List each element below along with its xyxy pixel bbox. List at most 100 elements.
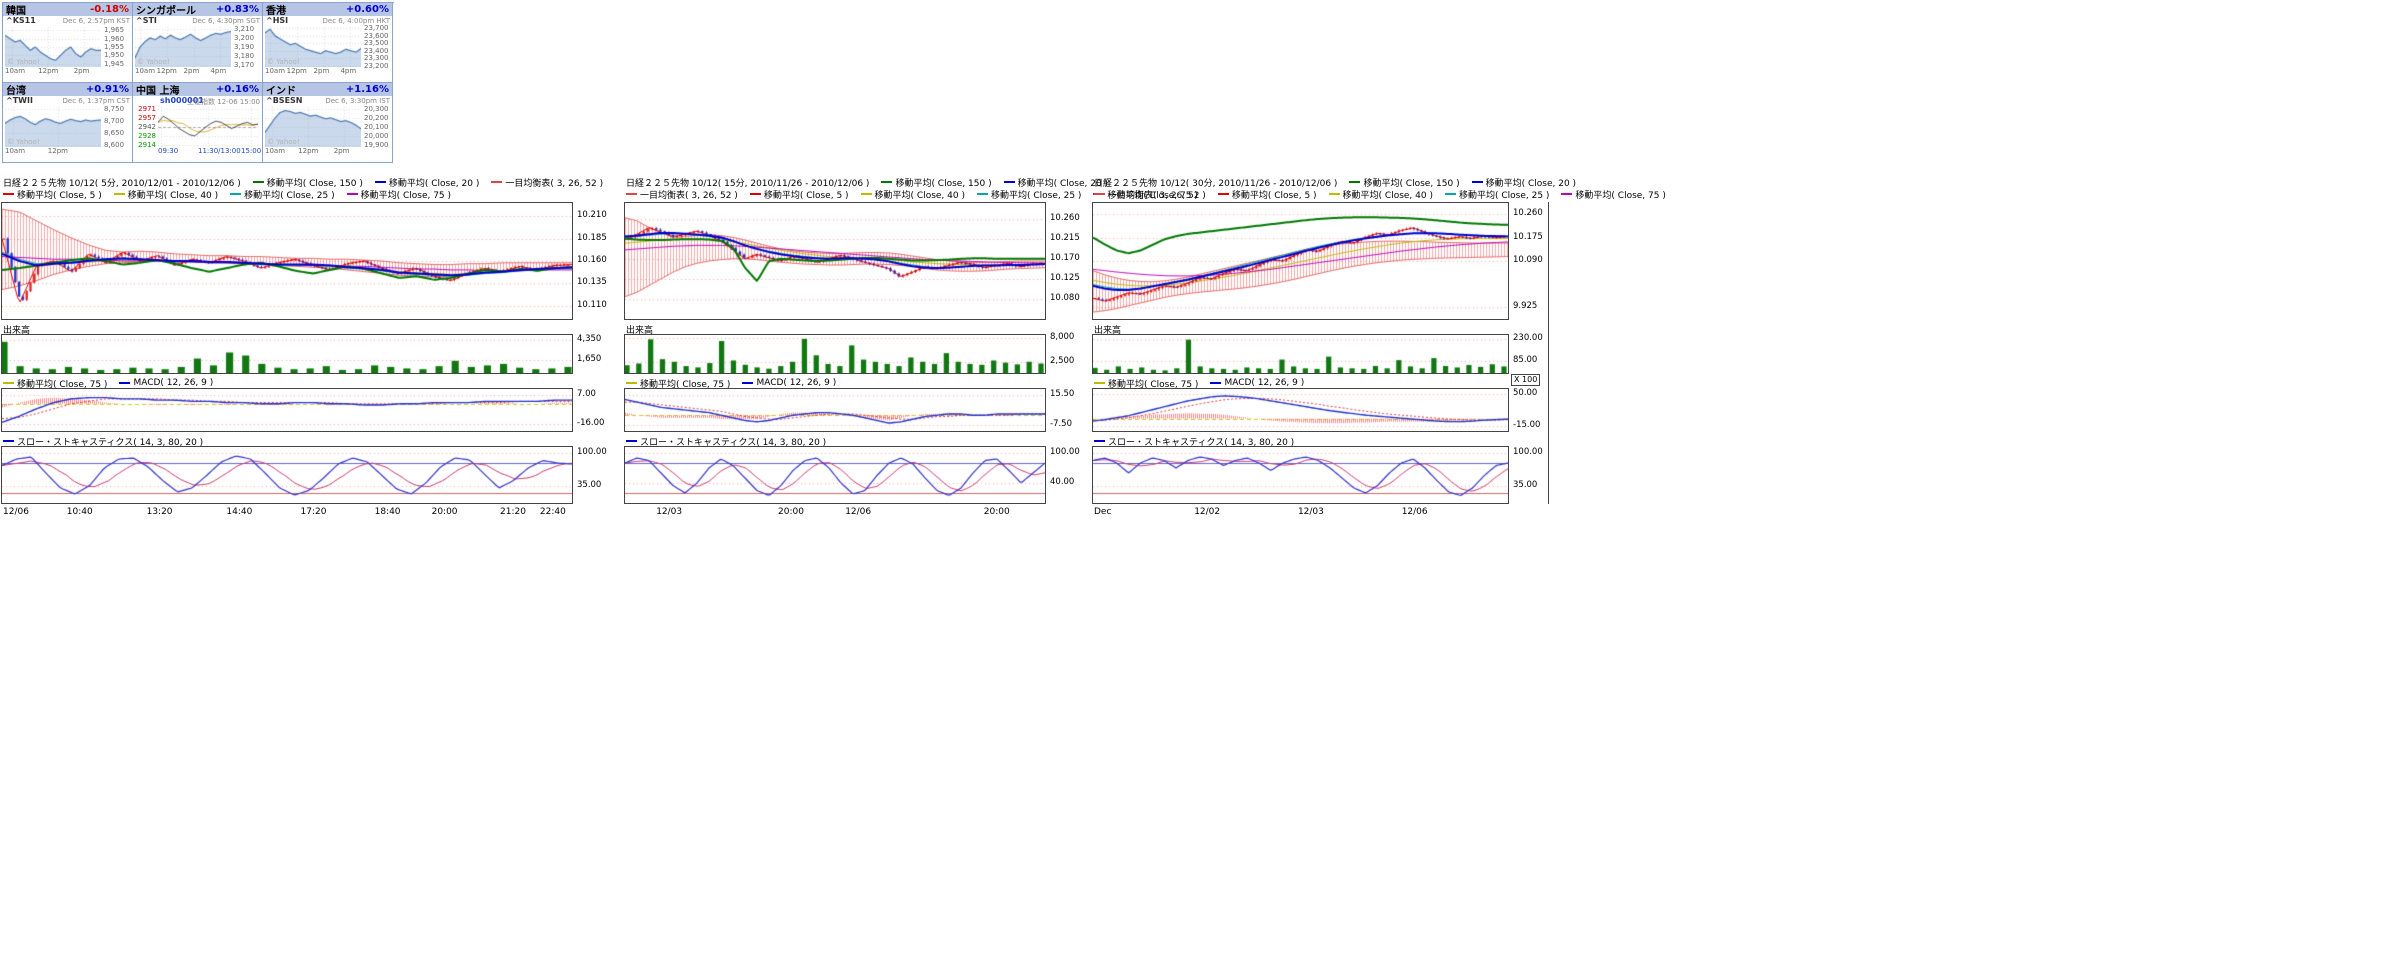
legend-row: スロー・ストキャスティクス( 14, 3, 80, 20 ): [1094, 435, 1294, 448]
legend-color-dash: [3, 440, 14, 442]
stochastics-chart-plot: [624, 446, 1046, 504]
legend-label: 移動平均( Close, 40 ): [874, 190, 965, 201]
legend-item: 日経２２５先物 10/12( 5分, 2010/12/01 - 2010/12/…: [3, 176, 241, 189]
y-axis-label: 35.00: [577, 479, 602, 490]
legend-color-dash: [742, 382, 754, 384]
y-axis-label: 20,100: [364, 123, 389, 131]
stochastics-chart-canvas: [625, 447, 1045, 503]
legend-color-dash: [119, 382, 131, 384]
legend-row: 移動平均( Close, 5 ) 移動平均( Close, 40 ) 移動平均( C…: [3, 188, 452, 201]
market-card-header: インド +1.16%: [263, 83, 392, 97]
x-axis-label: 13:20: [146, 507, 173, 517]
legend-label: 日経２２５先物 10/12( 30分, 2010/11/26 - 2010/12…: [1094, 178, 1338, 189]
price-chart-plot: [624, 202, 1046, 320]
y-axis-label: 50.00: [1513, 387, 1538, 398]
y-axis-label: 2957: [138, 114, 156, 123]
legend-item: 移動平均( Close, 150 ): [252, 176, 363, 189]
macd-chart-canvas: [2, 389, 572, 431]
market-card-singapore[interactable]: シンガポール +0.83% ^STI Dec 6, 4:30pm SGT 3,210 3,…: [133, 3, 263, 83]
legend-row: スロー・ストキャスティクス( 14, 3, 80, 20 ): [626, 435, 827, 448]
market-chart-body: sh000001 上证指数 12-06 15:00 2971 2957 2942 2928…: [133, 96, 262, 162]
legend-item: MACD( 12, 26, 9 ): [1210, 378, 1304, 388]
asian-markets-grid: 韓国 -0.18% ^KS11 Dec 6, 2:57pm KST 1,965 1,960…: [2, 2, 394, 163]
legend-label: MACD( 12, 26, 9 ): [1224, 378, 1305, 388]
market-card-shanghai[interactable]: 中国 上海 +0.16% sh000001 上证指数 12-06 15:00 2971 2…: [133, 83, 263, 163]
legend-label: 移動平均( Close, 150 ): [266, 178, 363, 189]
y-axis-label: 3,200: [234, 33, 255, 42]
stochastics-chart-canvas: [1093, 447, 1508, 503]
y-axis-label: 23,700: [364, 24, 389, 33]
legend-label: 日経２２５先物 10/12( 15分, 2010/11/26 - 2010/12…: [626, 178, 870, 189]
y-axis-label: 3,210: [234, 24, 255, 33]
legend-color-dash: [626, 382, 637, 384]
x-axis-label: 17:20: [300, 507, 327, 517]
y-axis-label: 1,650: [577, 354, 602, 365]
legend-item: 移動平均( Close, 150 ): [1349, 176, 1460, 189]
volume-chart-plot: [1092, 334, 1509, 374]
legend-label: 移動平均( Close, 25 ): [990, 190, 1082, 201]
legend-item: 移動平均( Close, 40 ): [860, 188, 965, 201]
y-axis-label: 10.110: [577, 299, 607, 310]
market-card-korea[interactable]: 韓国 -0.18% ^KS11 Dec 6, 2:57pm KST 1,965 1,960…: [3, 3, 133, 83]
market-card-hongkong[interactable]: 香港 +0.60% ^HSI Dec 6, 4:00pm HKT 23,700 23,60…: [263, 3, 393, 83]
yahoo-watermark: © Yahoo!: [267, 138, 300, 146]
legend-color-dash: [1328, 193, 1340, 195]
legend-label: スロー・ストキャスティクス( 14, 3, 80, 20 ): [640, 437, 827, 448]
stochastics-chart-plot: [1, 446, 573, 504]
volume-chart-plot: [1, 334, 573, 374]
x-axis-label: 10am: [265, 67, 286, 75]
price-chart-canvas: [625, 203, 1045, 319]
y-axis-label: 10.135: [577, 277, 607, 288]
volume-section-label: 出来高: [626, 323, 653, 336]
legend-item: MACD( 12, 26, 9 ): [119, 378, 213, 388]
legend-color-dash: [860, 193, 872, 195]
y-axis-label: 10.090: [1513, 255, 1543, 265]
volume-chart-canvas: [1093, 335, 1508, 373]
x-axis-label: 12/06: [845, 507, 872, 517]
legend-label: スロー・ストキャスティクス( 14, 3, 80, 20 ): [17, 437, 204, 448]
legend-row: 日経２２５先物 10/12( 30分, 2010/11/26 - 2010/12…: [1094, 176, 1577, 189]
y-axis-label: 8,750: [104, 105, 125, 114]
yahoo-watermark: © Yahoo!: [7, 138, 40, 146]
x-axis-label: 15:00: [241, 147, 262, 155]
legend-row: 日経２２５先物 10/12( 15分, 2010/11/26 - 2010/12…: [626, 176, 1108, 189]
volume-section-label: 出来高: [3, 323, 30, 336]
legend-item: 移動平均( Close, 75 ): [626, 377, 730, 390]
market-sparkline-canvas: [135, 27, 231, 67]
legend-color-dash: [230, 193, 242, 195]
x-axis-label: 12pm: [286, 67, 307, 75]
legend-item: 移動平均( Close, 20 ): [1003, 176, 1108, 189]
y-axis-label: 230.00: [1513, 333, 1543, 344]
y-axis-label: 20,000: [364, 132, 389, 141]
legend-label: MACD( 12, 26, 9 ): [756, 378, 837, 388]
legend-label: 移動平均( Close, 75 ): [360, 190, 452, 201]
x-axis-label: 22:40: [539, 507, 566, 517]
legend-color-dash: [3, 193, 14, 195]
y-axis-label: 8,600: [104, 140, 125, 149]
market-card-header: 中国 上海 +0.16%: [133, 83, 262, 97]
price-chart-canvas: [2, 203, 572, 319]
legend-item: 一目均衡表( 3, 26, 52 ): [1094, 188, 1206, 201]
legend-item: 移動平均( Close, 20 ): [1471, 176, 1577, 189]
y-axis-label: 15.50: [1050, 388, 1075, 399]
y-axis-label: 23,600: [364, 31, 389, 40]
y-axis-label: -15.00: [1513, 420, 1541, 431]
market-card-india[interactable]: インド +1.16% ^BSESN Dec 6, 3:30pm IST 20,300 20…: [263, 83, 393, 163]
legend-color-dash: [346, 193, 358, 195]
legend-label: 移動平均( Close, 20 ): [1485, 178, 1577, 189]
y-axis-label: 2928: [138, 131, 156, 140]
macd-chart-plot: [624, 388, 1046, 432]
y-axis-label: 3,170: [234, 61, 255, 70]
market-chart-body: ^HSI Dec 6, 4:00pm HKT 23,700 23,600 23,500 2…: [263, 16, 392, 82]
market-change: +0.91%: [85, 84, 129, 95]
market-card-taiwan[interactable]: 台湾 +0.91% ^TWII Dec 6, 1:37pm CST 8,750 8,700…: [3, 83, 133, 163]
legend-color-dash: [1217, 193, 1229, 195]
market-chart-body: ^STI Dec 6, 4:30pm SGT 3,210 3,200 3,190 3,18…: [133, 16, 262, 82]
y-axis-label: 1,950: [104, 51, 125, 60]
legend-item: 移動平均( Close, 5 ): [3, 188, 102, 201]
legend-label: 一目均衡表( 3, 26, 52 ): [505, 178, 604, 189]
legend-label: 移動平均( Close, 5 ): [1231, 190, 1317, 201]
y-axis-label: 3,190: [234, 43, 255, 51]
stochastics-chart-plot: [1092, 446, 1509, 504]
market-timestamp: Dec 6, 2:57pm KST: [62, 17, 130, 25]
